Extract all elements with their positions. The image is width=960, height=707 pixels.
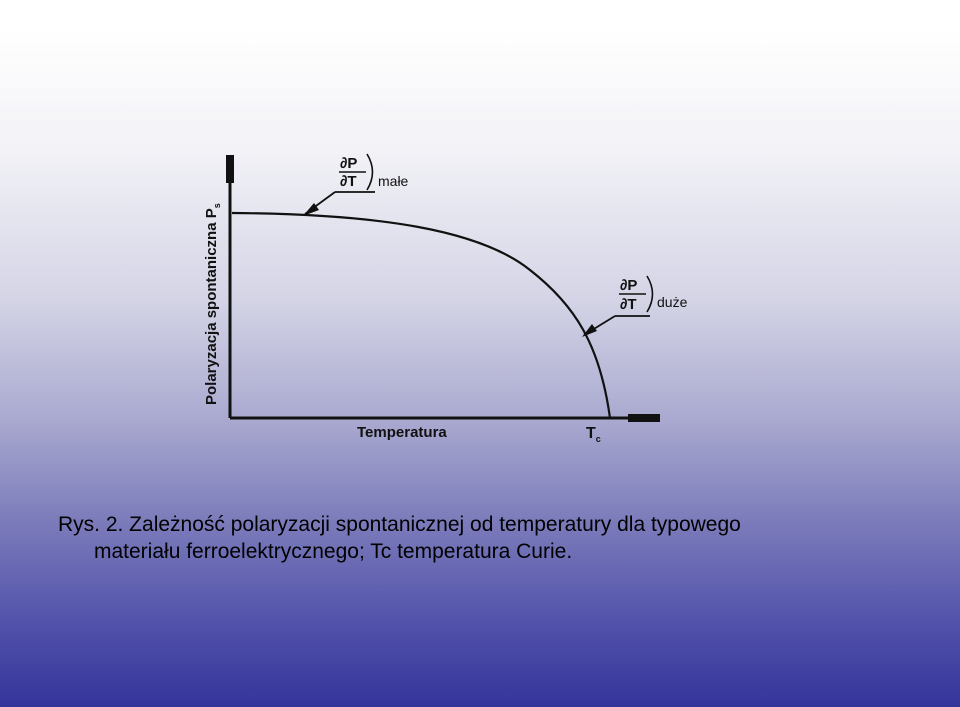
small-slope-label: małe	[378, 173, 409, 189]
y-axis-label: Polaryzacja spontaniczna Ps	[203, 203, 222, 405]
figure-caption: Rys. 2. Zależność polaryzacji spontanicz…	[58, 511, 918, 565]
small-slope-arrowhead	[303, 203, 319, 216]
polarization-curve	[231, 211, 612, 419]
tc-label: Tc	[586, 425, 601, 444]
y-axis-label-text: Polaryzacja spontaniczna P	[203, 208, 220, 405]
large-slope-label: duże	[657, 294, 688, 310]
caption-line-1: Rys. 2. Zależność polaryzacji spontanicz…	[58, 513, 741, 536]
y-axis-arrow	[226, 155, 234, 183]
small-slope-numerator: ∂P	[340, 155, 357, 172]
tc-label-subscript: c	[596, 434, 601, 444]
large-slope-arrowhead	[582, 324, 597, 337]
x-axis-label: Temperatura	[357, 424, 447, 441]
large-slope-numerator: ∂P	[620, 277, 637, 294]
x-axis-arrow	[628, 414, 660, 422]
large-slope-denominator: ∂T	[620, 296, 637, 313]
caption-line-2: materiału ferroelektrycznego; Tc tempera…	[94, 540, 573, 563]
small-slope-denominator: ∂T	[340, 173, 357, 190]
y-axis-label-subscript: s	[212, 203, 222, 208]
tc-label-text: T	[586, 425, 596, 442]
small-slope-bracket	[366, 153, 374, 191]
large-slope-bracket	[646, 275, 654, 313]
